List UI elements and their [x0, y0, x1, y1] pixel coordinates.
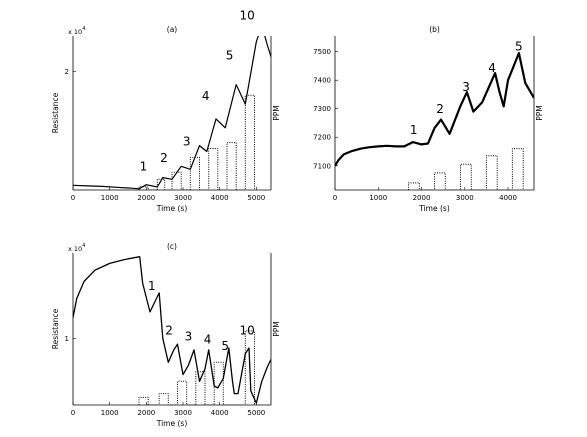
ppm-step-line-b: [408, 148, 524, 190]
y2-axis-label-a: PPM: [272, 105, 281, 121]
ppm-step-line-a: [138, 94, 255, 190]
x-tick-label: 4000: [499, 194, 517, 202]
y-multiplier-c: x 104: [68, 243, 85, 253]
data-annotation: 1: [148, 279, 156, 293]
y-axis-label-a: Resistance: [51, 92, 60, 133]
y-tick-label: 1: [65, 335, 69, 343]
x-tick-label: 2000: [137, 409, 155, 417]
chart-panel-c: 0 1000 2000 3000 4000 5000 1 (c) Time (s) Resista…: [51, 242, 281, 428]
chart-title-a: (a): [167, 25, 178, 34]
y-tick-label: 7200: [313, 134, 331, 142]
data-annotation: 1: [410, 123, 418, 137]
x-tick-label: 3000: [174, 409, 192, 417]
chart-title-c: (c): [167, 242, 177, 251]
y2-axis-label-b: PPM: [535, 105, 544, 121]
data-annotation: 10: [240, 324, 255, 338]
data-annotation: 4: [202, 89, 210, 103]
data-annotation: 3: [185, 329, 193, 343]
y-tick-label: 7400: [313, 77, 331, 85]
x-axis-label-c: Time (s): [156, 419, 188, 428]
resistance-line-b: [335, 52, 534, 167]
data-annotation: 4: [488, 61, 496, 75]
data-annotation: 2: [436, 102, 444, 116]
resistance-line-a: [73, 36, 271, 190]
x-tick-label: 3000: [174, 194, 192, 202]
x-tick-label: 2000: [413, 194, 431, 202]
data-annotation: 5: [226, 49, 234, 63]
x-tick-label: 2000: [137, 194, 155, 202]
data-annotation: 5: [515, 39, 523, 53]
data-annotation: 3: [462, 80, 470, 94]
x-tick-label: 4000: [211, 194, 229, 202]
resistance-line-c: [73, 256, 271, 404]
x-tick-label: 1000: [101, 194, 119, 202]
x-axis-label-a: Time (s): [156, 204, 188, 213]
data-annotation: 5: [221, 339, 229, 353]
y-tick-label: 7100: [313, 162, 331, 170]
y2-axis-label-c: PPM: [272, 321, 281, 337]
x-tick-label: 1000: [369, 194, 387, 202]
data-annotation: 2: [165, 324, 173, 338]
x-axis-label-b: Time (s): [418, 204, 450, 213]
chart-panel-b: 0 1000 2000 3000 4000 7100 7200 7300 7400 7500 (b)…: [313, 25, 544, 213]
x-tick-label: 5000: [247, 194, 265, 202]
y-tick-label: 7500: [313, 48, 331, 56]
x-tick-label: 0: [71, 409, 75, 417]
x-tick-label: 4000: [211, 409, 229, 417]
y-axis-label-c: Resistance: [51, 308, 60, 349]
x-tick-label: 3000: [456, 194, 474, 202]
x-tick-label: 0: [71, 194, 75, 202]
data-annotation: 2: [160, 151, 168, 165]
y-multiplier-a: x 104: [68, 26, 85, 36]
data-annotation: 4: [204, 332, 212, 346]
y-tick-label: 7300: [313, 105, 331, 113]
x-tick-label: 5000: [247, 409, 265, 417]
x-tick-label: 0: [333, 194, 337, 202]
chart-panel-a: 0 1000 2000 3000 4000 5000 2 (a) Time (s) Resista…: [51, 8, 281, 213]
data-annotation: 10: [240, 8, 255, 22]
y-tick-label: 2: [65, 68, 69, 76]
data-annotation: 1: [140, 159, 148, 173]
data-annotation: 3: [183, 135, 191, 149]
chart-title-b: (b): [429, 25, 440, 34]
x-tick-label: 1000: [101, 409, 119, 417]
